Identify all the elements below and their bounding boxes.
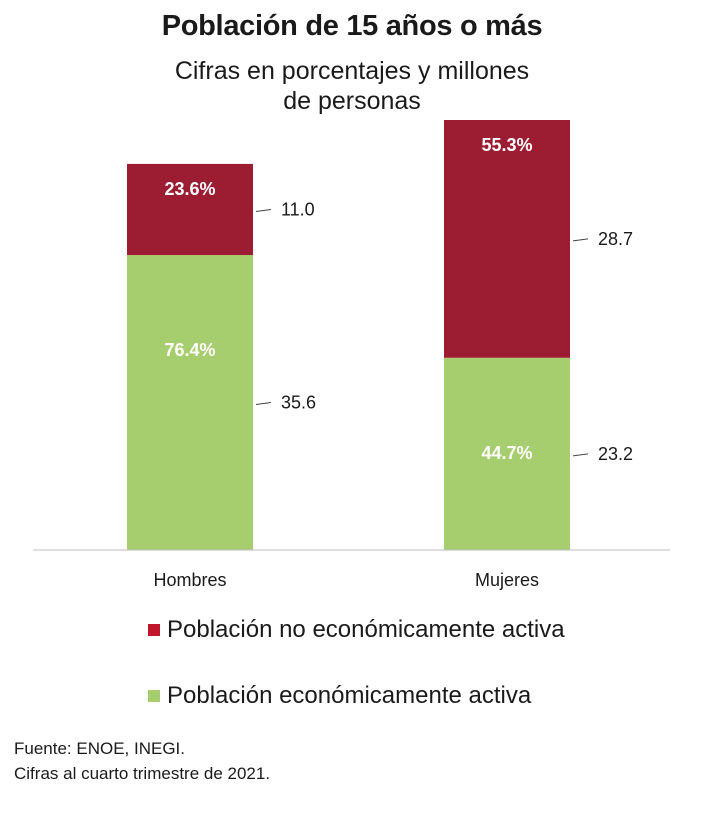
bar-inactive-mujeres (444, 120, 570, 358)
chart-subtitle: Cifras en porcentajes y millones de pers… (0, 56, 704, 116)
percent-label-inactive-hombres: 23.6% (164, 179, 215, 199)
leader-line-inactive-mujeres (572, 238, 589, 242)
bar-inactive-hombres (127, 163, 253, 256)
subtitle-line-2: de personas (283, 87, 421, 115)
percent-label-active-hombres: 76.4% (164, 340, 215, 360)
legend-label-active: Población económicamente activa (167, 682, 532, 709)
legend-item-active: Población económicamente activa (148, 682, 531, 710)
bar-active-hombres (127, 255, 253, 551)
value-label-active-mujeres: 23.2 (598, 444, 633, 464)
period-note: Cifras al cuarto trimestre de 2021. (14, 764, 271, 783)
subtitle-line-1: Cifras en porcentajes y millones (174, 57, 530, 85)
legend-swatch-inactive (148, 624, 160, 636)
leader-line-active-hombres (255, 402, 272, 406)
value-label-inactive-mujeres: 28.7 (598, 229, 633, 249)
value-label-active-hombres: 35.6 (281, 393, 316, 413)
category-label-hombres: Hombres (153, 570, 226, 590)
chart-title: Población de 15 años o más (161, 10, 543, 42)
percent-label-inactive-mujeres: 55.3% (481, 135, 532, 155)
legend-swatch-active (148, 690, 160, 702)
leader-line-active-mujeres (572, 453, 589, 457)
value-label-inactive-hombres: 11.0 (281, 199, 315, 219)
bar-active-mujeres (444, 357, 570, 550)
leader-line-inactive-hombres (255, 208, 272, 212)
percent-label-active-mujeres: 44.7% (481, 443, 532, 463)
legend-item-inactive: Población no económicamente activa (148, 616, 565, 644)
source-note: Fuente: ENOE, INEGI. (14, 739, 186, 758)
category-label-mujeres: Mujeres (475, 570, 539, 590)
stacked-bar-chart: 23.6% 76.4% 11.0 35.6 Hombres 55.3% 44.7% 28.7 2… (33, 120, 670, 590)
legend-label-inactive: Población no económicamente activa (167, 616, 565, 643)
